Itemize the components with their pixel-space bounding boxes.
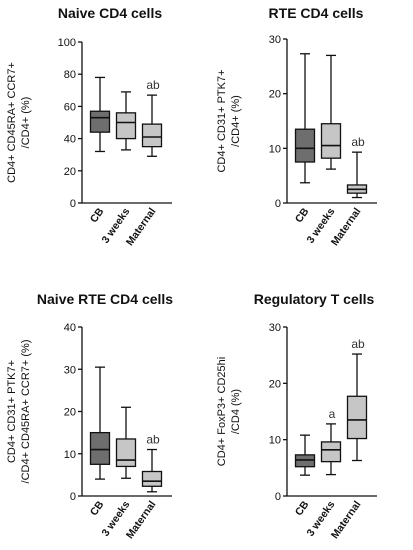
chart-title: Regulatory T cells <box>254 291 375 307</box>
significance-annotation: ab <box>351 135 365 149</box>
chart-panel-2: RTE CD4 cells CD4+ CD31+ PTK7+/CD4+ (%) 0 1… <box>216 5 377 248</box>
significance-annotation: a <box>329 407 336 421</box>
box-cb <box>294 128 316 163</box>
chart-title: Naive RTE CD4 cells <box>37 291 173 307</box>
y-tick-label: 0 <box>275 198 281 210</box>
significance-annotation: ab <box>351 337 365 351</box>
y-axis-label-line-2: /CD4+ CD45RA+ CCR7+ (%) <box>20 340 32 484</box>
y-tick-label: 30 <box>269 322 281 334</box>
y-tick-label: 10 <box>269 435 281 447</box>
chart-title: RTE CD4 cells <box>269 5 364 21</box>
box-three_weeks <box>115 438 137 468</box>
y-axis-label-line-1: CD4+ FoxP3+ CD25hi <box>216 357 228 466</box>
x-category-label: CB <box>88 499 107 519</box>
y-tick-label: 0 <box>70 198 76 210</box>
y-tick-label: 10 <box>269 143 281 155</box>
chart-panel-1: Naive CD4 cells CD4+ CD45RA+ CCR7+/CD4+ (… <box>6 5 172 248</box>
box-three_weeks <box>320 123 342 159</box>
y-tick-label: 60 <box>64 101 76 113</box>
box-three_weeks <box>115 112 137 140</box>
x-category-label: CB <box>293 499 312 519</box>
chart-title: Naive CD4 cells <box>58 5 162 21</box>
y-tick-label: 40 <box>64 322 76 334</box>
box-maternal <box>346 395 368 440</box>
chart-panel-4: Regulatory T cells CD4+ FoxP3+ CD25hi/CD4… <box>216 291 377 541</box>
y-tick-label: 0 <box>70 491 76 503</box>
box-maternal <box>141 123 163 148</box>
y-tick-label: 30 <box>64 364 76 376</box>
y-tick-label: 20 <box>64 407 76 419</box>
significance-annotation: ab <box>146 78 160 92</box>
x-category-label: CB <box>88 206 107 226</box>
box-cb <box>89 110 111 133</box>
box-cb <box>89 431 111 465</box>
y-tick-label: 80 <box>64 69 76 81</box>
y-axis-label-line-1: CD4+ CD31+ PTK7+ <box>6 360 18 463</box>
y-tick-label: 10 <box>64 449 76 461</box>
significance-annotation: ab <box>146 433 160 447</box>
box-three_weeks <box>320 441 342 463</box>
y-tick-label: 20 <box>269 378 281 390</box>
y-axis-label-line-1: CD4+ CD31+ PTK7+ <box>216 69 228 172</box>
y-tick-label: 100 <box>58 37 76 49</box>
box-cb <box>294 454 316 468</box>
y-tick-label: 30 <box>269 34 281 46</box>
y-axis-label-line-2: /CD4 (%) <box>230 389 242 434</box>
y-tick-label: 20 <box>64 166 76 178</box>
y-tick-label: 20 <box>269 89 281 101</box>
chart-panel-3: Naive RTE CD4 cells CD4+ CD31+ PTK7+/CD4+… <box>6 291 173 541</box>
y-axis-label-line-1: CD4+ CD45RA+ CCR7+ <box>6 62 18 183</box>
box-maternal <box>141 470 163 487</box>
y-tick-label: 0 <box>275 491 281 503</box>
y-axis-label-line-2: /CD4+ (%) <box>230 95 242 147</box>
y-axis-label-line-2: /CD4+ (%) <box>20 97 32 149</box>
y-tick-label: 40 <box>64 134 76 146</box>
x-category-label: CB <box>293 206 312 226</box>
